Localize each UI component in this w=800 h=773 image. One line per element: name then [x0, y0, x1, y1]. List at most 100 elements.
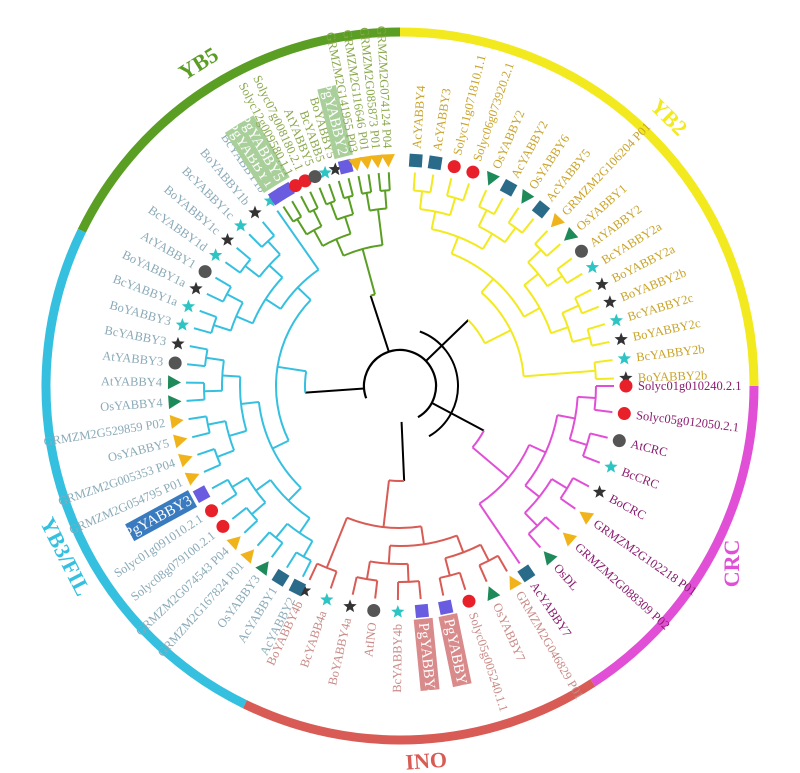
tree-branch [478, 564, 488, 583]
clade-stem-yb5 [369, 295, 390, 353]
tree-branch [325, 517, 348, 569]
leaf-label: BcYABB4a [297, 608, 330, 669]
tree-branch [561, 304, 580, 314]
marker-circle [198, 265, 212, 279]
marker-star [328, 162, 342, 176]
leaf-label-group: BcYABBY4b [390, 624, 405, 693]
marker-triangle [380, 153, 395, 168]
tree-branch [550, 326, 569, 335]
leaf-label: BcYABBY4b [390, 624, 405, 693]
leaf-label: AcYABBY4 [410, 84, 428, 149]
marker-star [614, 332, 628, 346]
tree-branch [455, 535, 465, 553]
tree-node-arc [306, 225, 322, 236]
marker-star [175, 317, 190, 331]
tree-branch [412, 172, 416, 191]
marker-triangle [169, 415, 184, 429]
tree-branch [226, 293, 244, 304]
marker-triangle [226, 536, 241, 551]
tree-node-arc [467, 319, 486, 344]
tree-branch [477, 209, 488, 227]
tree-branch [471, 446, 510, 479]
leaf-label: GRMZM2G074124 P04 [374, 26, 394, 150]
tree-branch [523, 307, 541, 318]
leaf-label-group: AtYABBY4 [101, 374, 163, 389]
tree-branch [193, 327, 212, 335]
leaf-label: BoYABBY4a [325, 616, 354, 687]
clade-label-ino: INO [405, 747, 448, 773]
tree-branch [282, 205, 295, 223]
tree-branch [268, 264, 284, 279]
leaf-label-group: PgYABBY6 [438, 613, 472, 694]
leaf-label-group: BcYABB4a [297, 608, 330, 669]
tree-branch [265, 298, 282, 310]
marker-star [248, 205, 262, 219]
tree-node-arc [205, 416, 211, 434]
tree-branch [301, 560, 312, 578]
tree-branch [312, 209, 323, 227]
marker-circle [308, 170, 322, 184]
leaf-label: Solyc01g010240.2.1 [638, 379, 741, 393]
leaf-label-group: GRMZM2G088309 P02 [572, 540, 672, 632]
marker-star [595, 277, 609, 291]
marker-square [288, 578, 307, 597]
tree-node-arc [524, 414, 559, 487]
tree-branch [275, 523, 289, 539]
leaf-label: BoCRC [607, 492, 649, 523]
leaf-label-group: GRMZM2G102218 P01 [591, 517, 699, 599]
leaf-highlight [237, 115, 290, 187]
tree-branch [361, 248, 376, 295]
tree-node-arc [210, 316, 218, 334]
marker-square [499, 178, 518, 197]
leaf-label-group: GRMZM2G005353 P04 [56, 456, 177, 509]
leaf-label: GRMZM2G005353 P04 [56, 456, 177, 509]
tree-node-arc [370, 293, 376, 297]
tree-branch [527, 533, 542, 549]
marker-star [318, 165, 332, 179]
tree-branch [291, 200, 303, 218]
tree-node-arc [258, 253, 281, 278]
tree-branch [546, 275, 563, 287]
tree-branch [587, 323, 606, 331]
tree-node-arc [261, 234, 275, 248]
tree-branch [309, 191, 319, 209]
tree-branch [297, 286, 312, 301]
leaf-label: AtCRC [629, 437, 669, 460]
marker-circle [168, 356, 182, 370]
tree-branch [551, 478, 568, 490]
marker-circle [298, 174, 312, 188]
tree-branch [344, 216, 352, 235]
tree-branch [481, 233, 494, 250]
marker-star [297, 583, 312, 597]
tree-branch [478, 503, 521, 564]
tree-branch [300, 195, 311, 213]
marker-circle [447, 160, 461, 174]
leaf-highlight [224, 122, 280, 193]
tree-branch [328, 183, 336, 202]
clade-arc-yb2 [399, 27, 759, 387]
tree-node-arc [388, 479, 405, 483]
tree-branch [444, 557, 451, 576]
leaf-label-group: Solyc05g012050.2.1 [635, 408, 739, 435]
tree-branch [186, 398, 205, 402]
tree-branch [387, 172, 391, 191]
tree-branch [497, 555, 508, 572]
tree-branch [450, 236, 460, 255]
marker-star [391, 604, 405, 618]
marker-star [617, 351, 631, 365]
marker-square [438, 599, 454, 616]
leaf-label-group: BcYABBY3 [103, 323, 167, 348]
tree-branch [276, 210, 320, 271]
tree-branch [523, 369, 596, 378]
marker-triangle [178, 453, 193, 468]
leaf-label: AcYABBY3 [430, 87, 454, 152]
tree-node-arc [419, 208, 451, 217]
leaf-highlight [125, 490, 198, 542]
tree-branch [478, 189, 488, 208]
leaf-label: BcCRC [620, 465, 661, 492]
marker-triangle [550, 212, 565, 228]
marker-circle [288, 179, 302, 193]
leaf-label-group: BcCRC [620, 465, 661, 492]
tree-branch [203, 463, 221, 473]
tree-branch [231, 476, 249, 488]
